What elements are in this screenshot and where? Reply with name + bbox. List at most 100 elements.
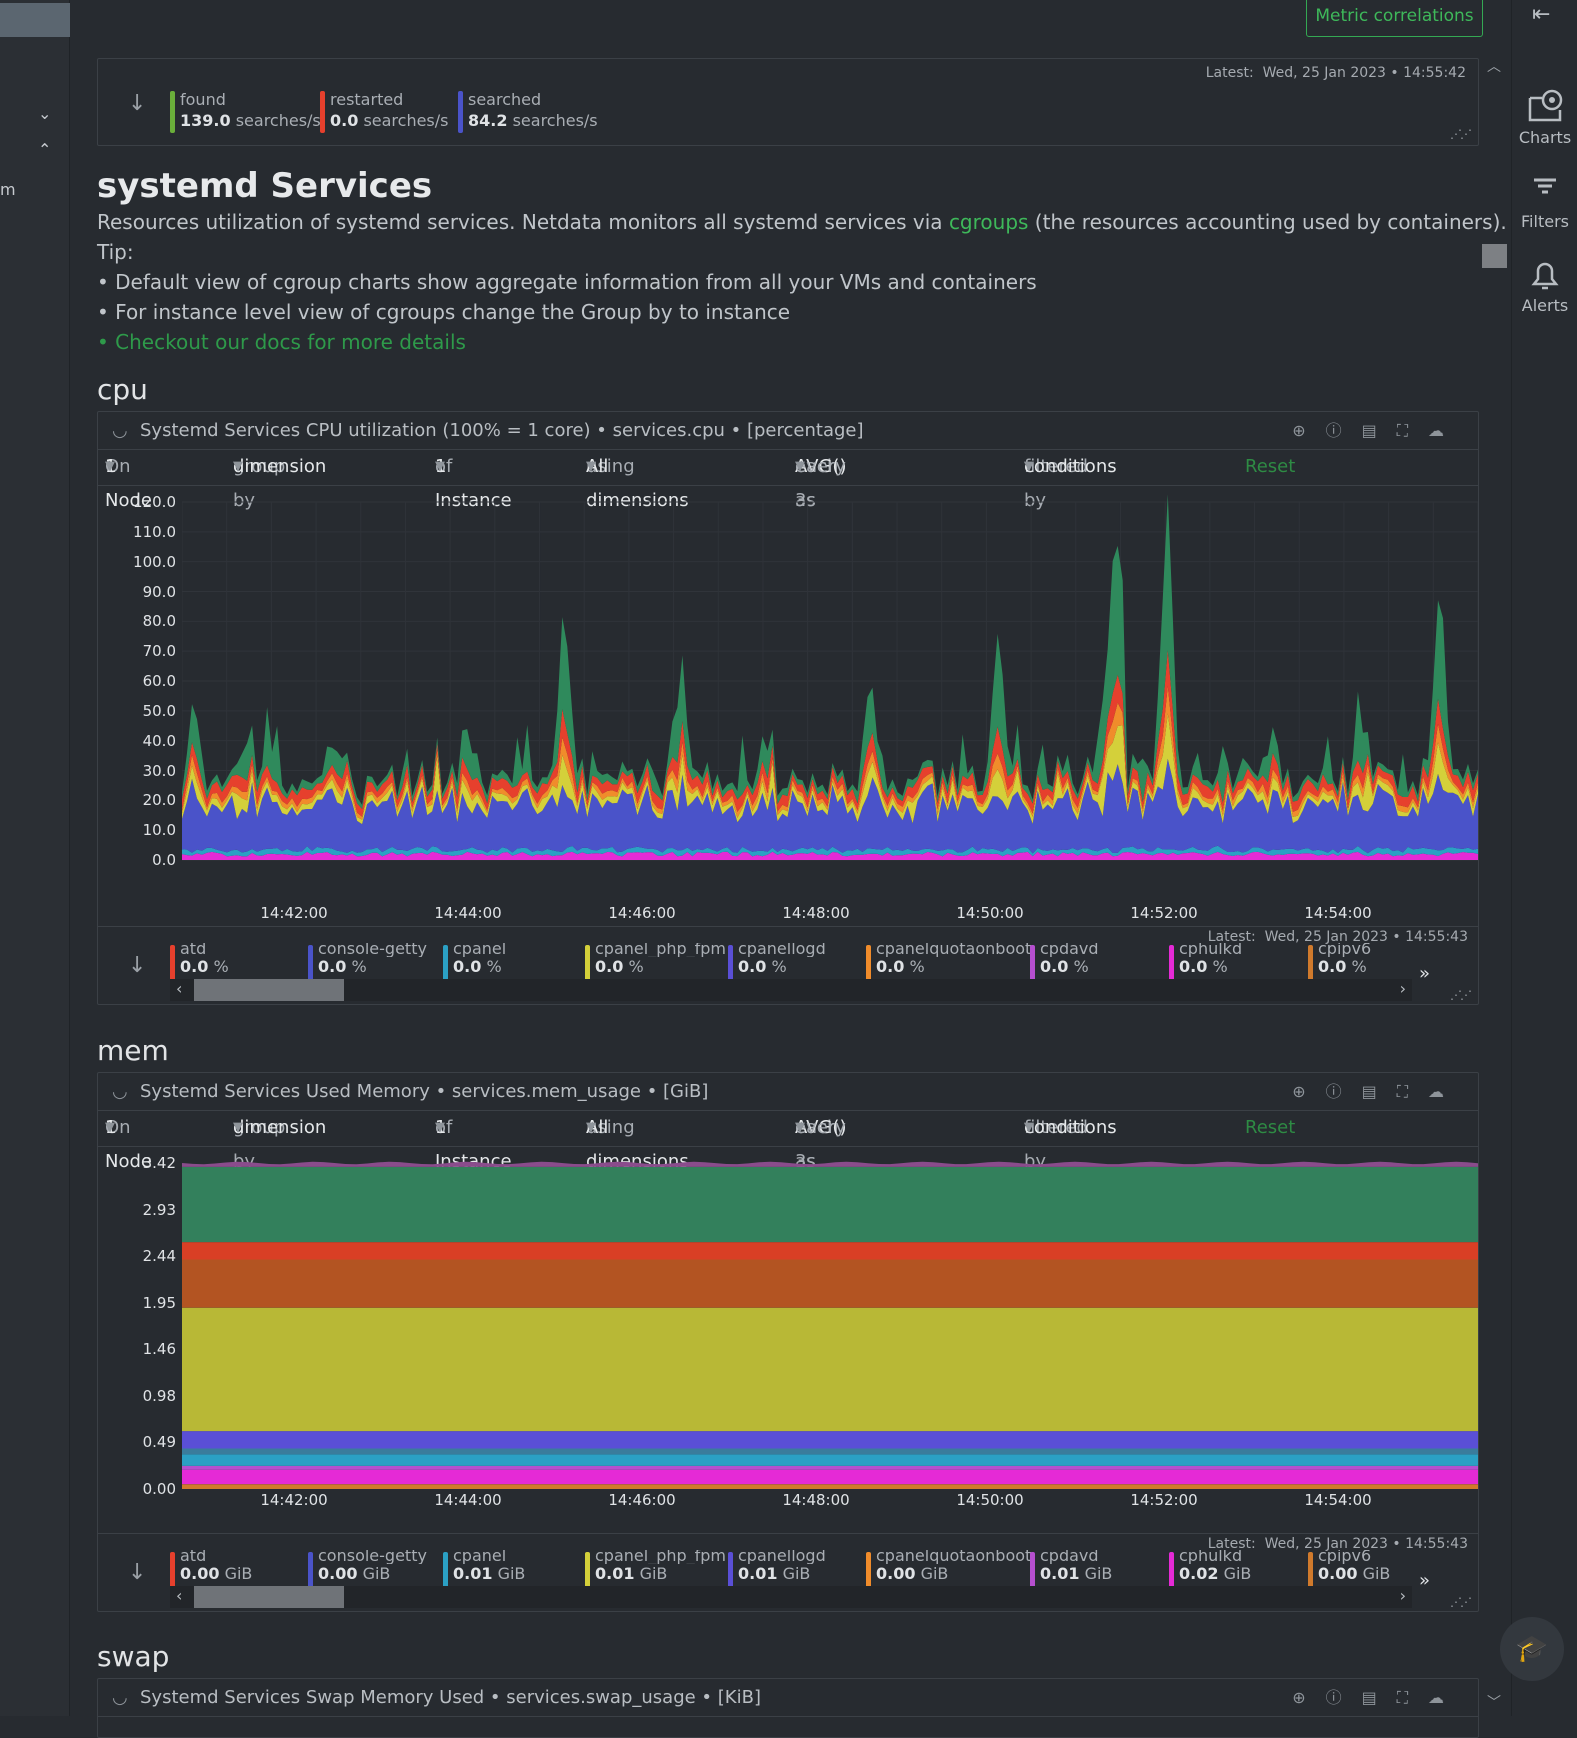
charts-nav-item[interactable]: Charts xyxy=(1512,86,1577,147)
legend-dimension-cpanellogd[interactable]: cpanellogd 0.01 GiB xyxy=(728,1550,826,1592)
chevron-left-icon[interactable]: ‹ xyxy=(176,1586,183,1605)
info-icon[interactable]: ⓘ xyxy=(1325,1082,1362,1101)
legend-dimension-cphulkd[interactable]: cphulkd 0.02 GiB xyxy=(1169,1550,1251,1592)
x-tick-label: 14:54:00 xyxy=(1304,1491,1372,1509)
dimension-value: 0.0 xyxy=(1040,957,1069,976)
settings-icon[interactable]: ☁ xyxy=(1428,421,1464,440)
left-nav-tab[interactable] xyxy=(0,3,70,37)
settings-icon[interactable]: ☁ xyxy=(1428,1688,1464,1707)
reset-button[interactable]: Reset xyxy=(1245,456,1296,477)
chevron-left-icon[interactable]: ‹ xyxy=(176,979,183,998)
zoom-icon[interactable]: ⊕ xyxy=(1292,421,1326,440)
x-tick-label: 14:52:00 xyxy=(1130,904,1198,922)
chart-title: Systemd Services Swap Memory Used • serv… xyxy=(140,1687,761,1708)
info-icon[interactable]: ⓘ xyxy=(1325,1688,1362,1707)
resize-handle-icon[interactable]: ⋰⋰ xyxy=(1450,127,1472,141)
docs-link[interactable]: • Checkout our docs for more details xyxy=(97,330,466,354)
legend-dimension-cphulkd[interactable]: cphulkd 0.0 % xyxy=(1169,943,1242,985)
legend-scrollbar[interactable]: ‹ › xyxy=(170,1586,1412,1608)
metric-correlations-button[interactable]: Metric correlations xyxy=(1306,0,1483,37)
resize-handle-icon[interactable]: ⋰⋰ xyxy=(1450,1595,1472,1609)
zoom-icon[interactable]: ⊕ xyxy=(1292,1082,1326,1101)
chart-legend: Latest: Wed, 25 Jan 2023 • 14:55:43 ↓ at… xyxy=(98,1533,1478,1613)
vertical-scrollbar[interactable]: ︿ ﹀ xyxy=(1480,56,1508,1716)
arrow-down-icon[interactable]: ↓ xyxy=(128,91,147,116)
chart-type-switch-icon[interactable]: ▤ xyxy=(1361,1688,1397,1707)
scroll-down-icon[interactable]: ﹀ xyxy=(1487,1695,1501,1711)
legend-dimension-atd[interactable]: atd 0.00 GiB xyxy=(170,1550,252,1592)
legend-item-restarted[interactable]: restarted 0.0 searches/s xyxy=(320,89,449,133)
info-icon[interactable]: ⓘ xyxy=(1325,421,1362,440)
legend-dimension-console-getty[interactable]: console-getty 0.0 % xyxy=(308,943,427,985)
chevron-down-icon[interactable]: ⌄ xyxy=(38,104,52,123)
fullscreen-icon[interactable]: ⛶ xyxy=(1396,421,1428,440)
legend-dimension-cpdavd[interactable]: cpdavd 0.0 % xyxy=(1030,943,1099,985)
legend-color xyxy=(585,945,590,985)
legend-dimension-cpanel_php_fpm[interactable]: cpanel_php_fpm 0.0 % xyxy=(585,943,726,985)
scroll-up-icon[interactable]: ︿ xyxy=(1487,59,1501,75)
chart-type-switch-icon[interactable]: ▤ xyxy=(1361,421,1397,440)
left-nav-label: m xyxy=(0,180,16,199)
dimension-unit: GiB xyxy=(1223,1564,1252,1583)
cpu-plot-area[interactable] xyxy=(182,492,1478,890)
legend-dimension-cpanel[interactable]: cpanel 0.0 % xyxy=(443,943,506,985)
mem-area-series-5 xyxy=(182,1431,1478,1449)
legend-dimension-cpipv6[interactable]: cpipv6 0.0 % xyxy=(1308,943,1371,985)
settings-icon[interactable]: ☁ xyxy=(1428,1082,1464,1101)
dimension-name: cpanel xyxy=(453,1550,507,1564)
collapse-sidebar-icon[interactable]: ⇤ xyxy=(1532,2,1551,27)
legend-dimension-cpanelquotaonboot[interactable]: cpanelquotaonboot 0.0 % xyxy=(866,943,1031,985)
chevron-up-icon[interactable]: ⌃ xyxy=(38,140,52,159)
dimension-unit: % xyxy=(771,957,787,976)
chevron-down-icon: ▼ xyxy=(105,459,115,474)
filters-nav-item[interactable]: Filters xyxy=(1512,170,1577,231)
legend-dimension-console-getty[interactable]: console-getty 0.00 GiB xyxy=(308,1550,427,1592)
more-dimensions-icon[interactable]: » xyxy=(1418,963,1430,984)
fullscreen-icon[interactable]: ⛶ xyxy=(1396,1688,1428,1707)
reset-button[interactable]: Reset xyxy=(1245,1117,1296,1138)
chevron-right-icon[interactable]: › xyxy=(1399,1586,1406,1605)
y-tick-label: 100.0 xyxy=(133,552,176,571)
legend-dimension-cpanel[interactable]: cpanel 0.01 GiB xyxy=(443,1550,525,1592)
chevron-right-icon[interactable]: › xyxy=(1399,979,1406,998)
resize-handle-icon[interactable]: ⋰⋰ xyxy=(1450,988,1472,1002)
legend-dimension-atd[interactable]: atd 0.0 % xyxy=(170,943,229,985)
legend-dimension-cpanellogd[interactable]: cpanellogd 0.0 % xyxy=(728,943,826,985)
legend-color xyxy=(728,1552,733,1592)
legend-color xyxy=(170,91,175,133)
dimension-unit: GiB xyxy=(782,1564,811,1583)
dimension-name: cpanel_php_fpm xyxy=(595,943,727,957)
more-dimensions-icon[interactable]: » xyxy=(1418,1570,1430,1591)
zoom-icon[interactable]: ⊕ xyxy=(1292,1688,1326,1707)
legend-item-found[interactable]: found 139.0 searches/s xyxy=(170,89,321,133)
scrollbar-thumb[interactable] xyxy=(194,1586,344,1608)
legend-dimension-cpanel_php_fpm[interactable]: cpanel_php_fpm 0.01 GiB xyxy=(585,1550,726,1592)
fullscreen-icon[interactable]: ⛶ xyxy=(1396,1082,1428,1101)
scrollbar-thumb[interactable] xyxy=(194,979,344,1001)
x-tick-label: 14:54:00 xyxy=(1304,904,1372,922)
y-tick-label: 40.0 xyxy=(142,731,176,750)
dimension-name: cpdavd xyxy=(1040,1550,1099,1564)
mem-plot-area[interactable] xyxy=(182,1153,1478,1493)
y-tick-label: 30.0 xyxy=(142,761,176,780)
cpu-area-series-1 xyxy=(182,845,1478,857)
legend-dimension-cpdavd[interactable]: cpdavd 0.01 GiB xyxy=(1030,1550,1112,1592)
dimension-value: 0.01 xyxy=(595,1564,635,1583)
dimension-value: 0.0 xyxy=(876,957,905,976)
arrow-down-icon[interactable]: ↓ xyxy=(128,953,147,978)
dimension-value: 0.00 xyxy=(318,1564,358,1583)
legend-dimension-cpipv6[interactable]: cpipv6 0.00 GiB xyxy=(1308,1550,1390,1592)
dimension-value: 0.00 xyxy=(1318,1564,1358,1583)
cgroups-link[interactable]: cgroups xyxy=(948,210,1029,234)
charts-icon xyxy=(1528,89,1563,122)
alerts-nav-item[interactable]: Alerts xyxy=(1512,254,1577,315)
y-tick-label: 80.0 xyxy=(142,612,176,631)
legend-dimension-cpanelquotaonboot[interactable]: cpanelquotaonboot 0.00 GiB xyxy=(866,1550,1031,1592)
learn-icon[interactable]: 🎓 xyxy=(1500,1617,1564,1681)
legend-scrollbar[interactable]: ‹ › xyxy=(170,979,1412,1001)
scrollbar-thumb[interactable] xyxy=(1482,244,1507,268)
chart-type-switch-icon[interactable]: ▤ xyxy=(1361,1082,1397,1101)
legend-item-searched[interactable]: searched 84.2 searches/s xyxy=(458,89,598,133)
dimension-name: cpdavd xyxy=(1040,943,1099,957)
arrow-down-icon[interactable]: ↓ xyxy=(128,1560,147,1585)
